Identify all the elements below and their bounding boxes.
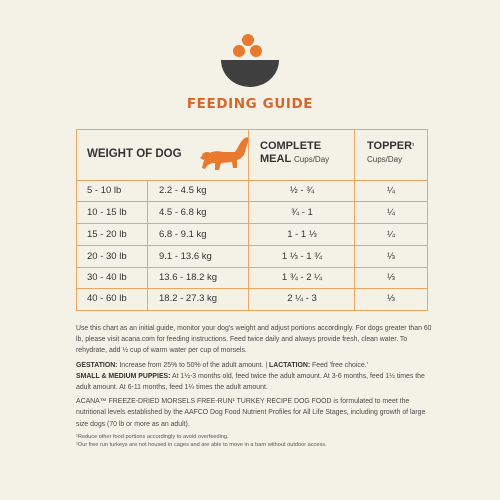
lactation-label: LACTATION: (269, 361, 311, 369)
puppies-note: SMALL & MEDIUM PUPPIES: At 1½-3 months o… (76, 371, 438, 393)
topper-cups: ⅓ (387, 293, 395, 304)
puppies-label: SMALL & MEDIUM PUPPIES: (76, 372, 171, 380)
complete-unit: Cups/Day (294, 155, 330, 164)
complete-cups: ¾ - 1 (291, 207, 313, 218)
weight-kg: 18.2 - 27.3 kg (159, 293, 218, 304)
weight-lb: 20 - 30 lb (87, 251, 127, 262)
row-divider (77, 245, 427, 246)
topper-cups: ¼ (387, 229, 395, 240)
gestation-text: Increase from 25% to 50% of the adult am… (117, 361, 270, 369)
topper-unit: Cups/Day (367, 155, 403, 164)
topper-header-label: TOPPER (367, 140, 413, 152)
puppies-text: At 1½-3 months old, feed twice the adult… (76, 372, 425, 392)
complete-header-line1: COMPLETE (260, 140, 322, 152)
complete-cups: 2 ¼ - 3 (287, 293, 317, 304)
intro-note: Use this chart as an initial guide, moni… (76, 325, 432, 355)
weight-lb: 5 - 10 lb (87, 185, 122, 196)
row-divider (77, 201, 427, 202)
complete-cups: 1 ¾ - 2 ¼ (281, 272, 323, 283)
feeding-table: WEIGHT OF DOG COMPLETE MEAL Cups/Day TOP… (76, 129, 428, 311)
weight-kg: 2.2 - 4.5 kg (159, 185, 207, 196)
complete-cups: 1 ⅓ - 1 ¾ (281, 251, 323, 262)
weight-lb: 10 - 15 lb (87, 207, 127, 218)
topper-cups: ¼ (387, 185, 395, 196)
weight-kg: 4.5 - 6.8 kg (159, 207, 207, 218)
lactation-text: Feed 'free choice.' (310, 361, 368, 369)
row-divider (77, 223, 427, 224)
topper-cups: ⅓ (387, 251, 395, 262)
footnote: ¹Reduce other food portions accordingly … (76, 433, 229, 440)
gestation-label: GESTATION: (76, 361, 118, 369)
weight-lb: 40 - 60 lb (87, 293, 127, 304)
weight-lb: 30 - 40 lb (87, 272, 127, 283)
topper-header: TOPPER¹ Cups/Day (367, 140, 414, 166)
page-title: FEEDING GUIDE (186, 96, 314, 112)
weight-kg: 6.8 - 9.1 kg (159, 229, 207, 240)
aafco-statement: ACANA™ FREEZE-DRIED MORSELS FREE-RUN¹ TU… (76, 398, 426, 428)
gestation-note: GESTATION: Increase from 25% to 50% of t… (76, 360, 438, 371)
weight-lb: 15 - 20 lb (87, 229, 127, 240)
dog-icon (197, 132, 253, 176)
food-bowl-icon (218, 32, 282, 92)
footnote: ¹Our free run turkeys are not housed in … (76, 442, 327, 449)
feeding-notes: Use this chart as an initial guide, moni… (76, 323, 438, 449)
weight-header: WEIGHT OF DOG (87, 148, 182, 160)
weight-kg: 9.1 - 13.6 kg (159, 251, 212, 262)
col-divider (248, 130, 249, 310)
complete-meal-header: COMPLETE MEAL Cups/Day (260, 140, 329, 166)
complete-header-line2: MEAL (260, 153, 291, 165)
col-divider (354, 130, 355, 310)
complete-cups: ½ - ¾ (289, 185, 315, 196)
topper-cups: ⅓ (387, 272, 395, 283)
table-header: WEIGHT OF DOG COMPLETE MEAL Cups/Day TOP… (77, 130, 427, 181)
complete-cups: 1 - 1 ⅓ (287, 229, 317, 240)
topper-footnote-mark: ¹ (412, 143, 415, 150)
row-divider (77, 288, 427, 289)
row-divider (77, 267, 427, 268)
topper-cups: ¼ (387, 207, 395, 218)
weight-kg: 13.6 - 18.2 kg (159, 272, 218, 283)
